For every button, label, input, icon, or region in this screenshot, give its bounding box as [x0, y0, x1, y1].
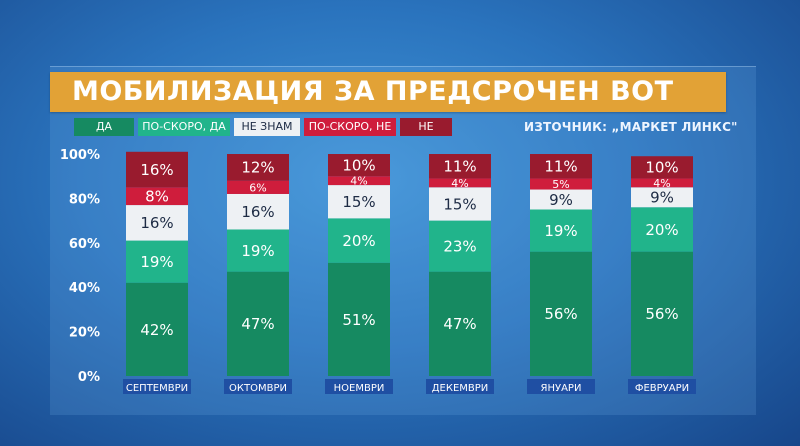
data-label: 19% — [241, 242, 274, 260]
data-label: 4% — [451, 177, 468, 190]
data-label: 47% — [241, 315, 274, 333]
legend-item: НЕ ЗНАМ — [234, 118, 300, 136]
y-tick-label: 40% — [69, 281, 100, 296]
data-label: 56% — [645, 305, 678, 323]
bar-segment — [328, 154, 390, 177]
bar-segment — [126, 240, 188, 283]
bar-segment — [631, 156, 693, 179]
legend-item: ПО-СКОРО, ДА — [138, 118, 230, 136]
data-label: 20% — [342, 232, 375, 250]
data-label: 19% — [544, 222, 577, 240]
x-tick-label: НОЕМВРИ — [334, 383, 385, 394]
bar-segment — [429, 271, 491, 376]
data-label: 4% — [653, 177, 670, 190]
data-label: 6% — [249, 181, 266, 194]
y-tick-label: 100% — [60, 148, 100, 163]
data-label: 16% — [241, 203, 274, 221]
data-label: 12% — [241, 159, 274, 177]
bar-segment — [126, 151, 188, 188]
data-label: 20% — [645, 221, 678, 239]
x-tick-label: ЯНУАРИ — [541, 383, 582, 394]
bar-segment — [530, 209, 592, 252]
data-label: 4% — [350, 175, 367, 188]
bar-segment — [429, 187, 491, 221]
legend-item: НЕ — [400, 118, 452, 136]
bar-segment — [429, 154, 491, 179]
data-label: 8% — [145, 188, 169, 206]
data-label: 11% — [443, 158, 476, 176]
data-label: 5% — [552, 178, 569, 191]
data-label: 9% — [549, 191, 573, 209]
chart-title: МОБИЛИЗАЦИЯ ЗА ПРЕДСРОЧЕН ВОТ — [72, 76, 674, 107]
bar-segment — [429, 220, 491, 272]
category-label-bg — [123, 379, 191, 394]
bar-segment — [328, 262, 390, 376]
category-label-bg — [224, 379, 292, 394]
bar-segment — [530, 189, 592, 210]
data-label: 16% — [140, 161, 173, 179]
bar-segment — [631, 187, 693, 208]
category-label-bg — [426, 379, 494, 394]
bar-segment — [227, 193, 289, 230]
y-tick-label: 80% — [69, 192, 100, 207]
data-label: 11% — [544, 158, 577, 176]
bar-segment — [631, 178, 693, 188]
x-tick-label: ФЕВРУАРИ — [635, 383, 689, 394]
bar-segment — [126, 205, 188, 241]
source-label: ИЗТОЧНИК: „МАРКЕТ ЛИНКС" — [524, 120, 738, 134]
bar-segment — [227, 154, 289, 181]
bar-segment — [429, 178, 491, 188]
bar-segment — [530, 178, 592, 190]
legend-item: ДА — [74, 118, 134, 136]
data-label: 47% — [443, 315, 476, 333]
category-label-bg — [325, 379, 393, 394]
bar-segment — [126, 282, 188, 376]
bar-segment — [530, 154, 592, 179]
bar-segment — [328, 185, 390, 219]
bar-segment — [227, 180, 289, 194]
x-tick-label: ДЕКЕМВРИ — [432, 383, 489, 394]
data-label: 42% — [140, 321, 173, 339]
data-label: 19% — [140, 253, 173, 271]
x-tick-label: ОКТОМВРИ — [229, 383, 287, 394]
bar-segment — [631, 251, 693, 376]
data-label: 16% — [140, 214, 173, 232]
data-label: 51% — [342, 311, 375, 329]
y-tick-label: 20% — [69, 326, 100, 341]
data-label: 23% — [443, 238, 476, 256]
bar-segment — [530, 251, 592, 376]
y-tick-label: 60% — [69, 237, 100, 252]
bar-segment — [631, 207, 693, 252]
bar-segment — [328, 218, 390, 263]
category-label-bg — [527, 379, 595, 394]
bar-segment — [227, 229, 289, 272]
data-label: 10% — [342, 157, 375, 175]
bar-segment — [227, 271, 289, 376]
data-label: 10% — [645, 159, 678, 177]
legend-item: ПО-СКОРО, НЕ — [304, 118, 396, 136]
category-label-bg — [628, 379, 696, 394]
data-label: 56% — [544, 305, 577, 323]
x-tick-label: СЕПТЕМВРИ — [126, 383, 188, 394]
bar-segment — [126, 187, 188, 206]
y-tick-label: 0% — [78, 370, 100, 385]
title-bar: МОБИЛИЗАЦИЯ ЗА ПРЕДСРОЧЕН ВОТ — [50, 72, 726, 112]
data-label: 9% — [650, 189, 674, 207]
data-label: 15% — [443, 195, 476, 213]
bar-segment — [328, 176, 390, 186]
data-label: 15% — [342, 193, 375, 211]
